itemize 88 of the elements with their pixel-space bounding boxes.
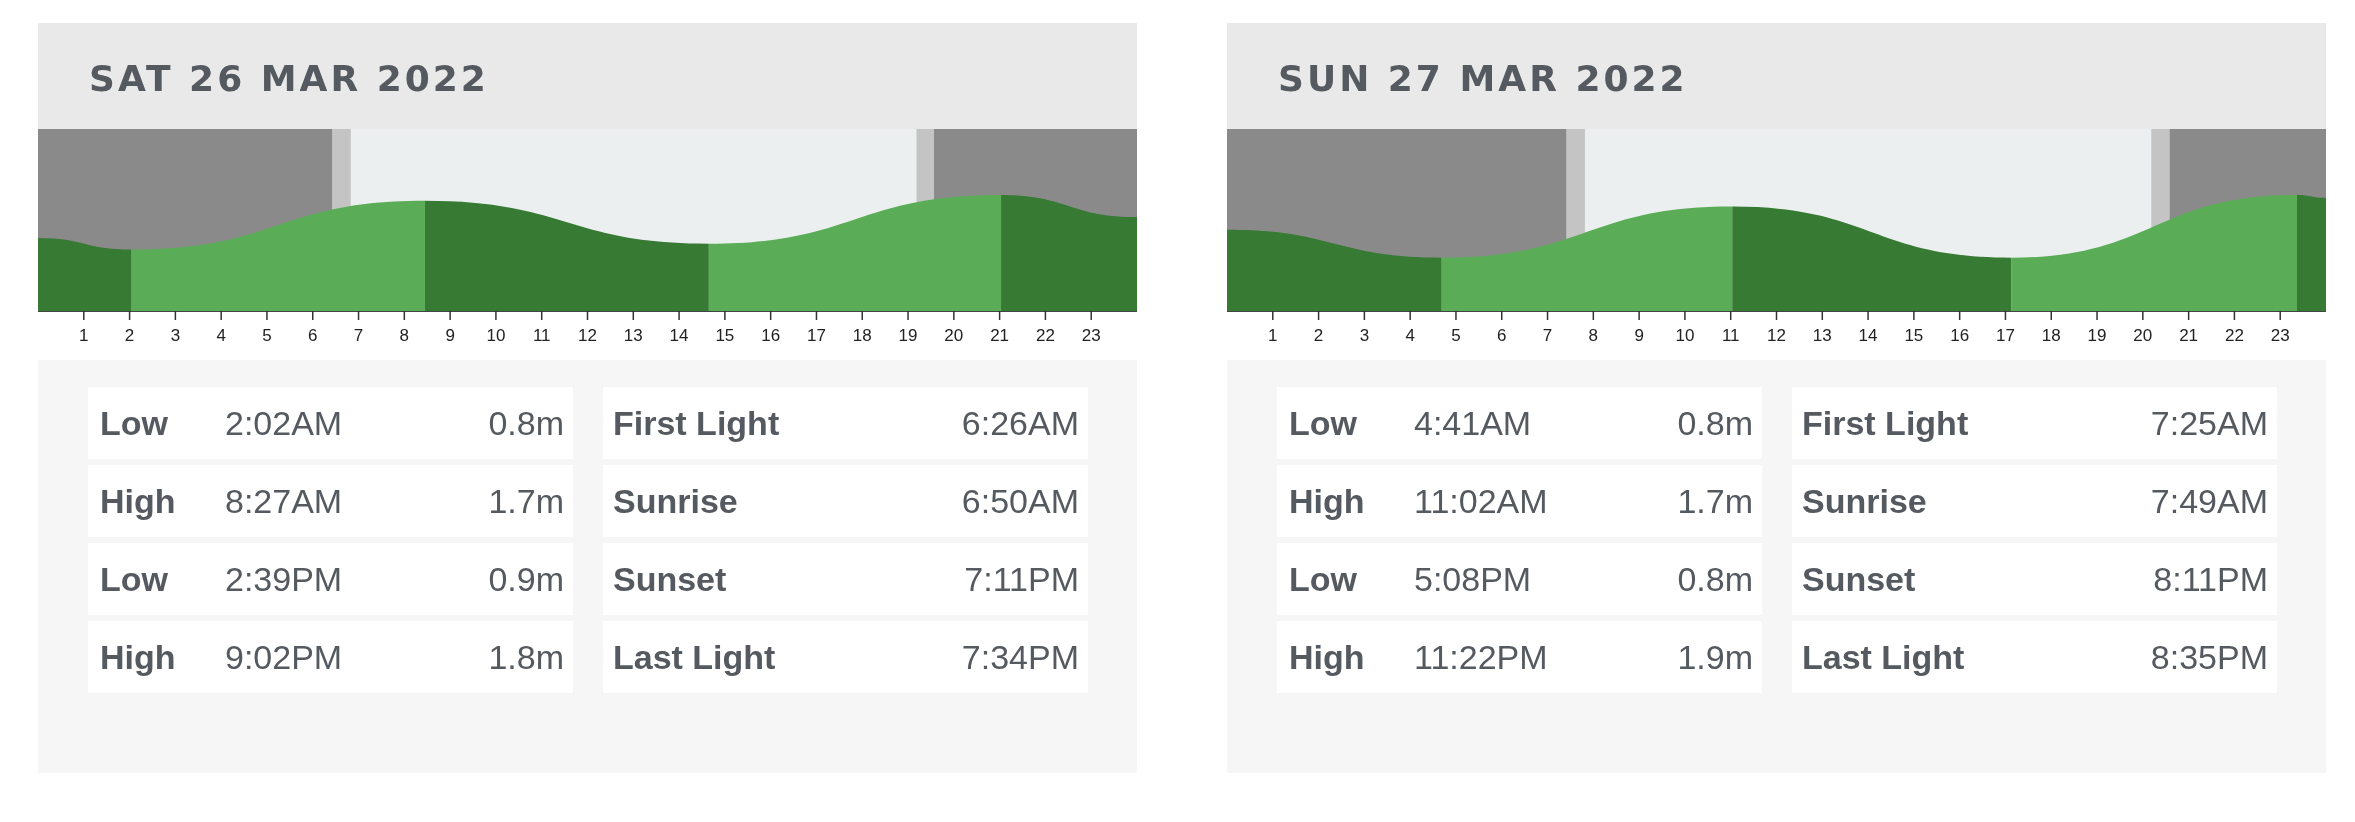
x-tick-label: 12 bbox=[578, 326, 597, 345]
text: First Light bbox=[613, 404, 780, 442]
x-tick-label: 15 bbox=[1904, 326, 1924, 345]
x-tick-label: 2 bbox=[1313, 326, 1324, 345]
x-tick-label: 22 bbox=[2224, 326, 2244, 345]
text: Sunrise bbox=[613, 482, 738, 520]
text: 7:25AM bbox=[2150, 404, 2268, 442]
text: 11:02AM bbox=[1414, 482, 1548, 520]
x-tick-label: 17 bbox=[1996, 326, 2015, 345]
text: Low bbox=[1289, 404, 1358, 442]
text: 0.8m bbox=[1677, 404, 1753, 442]
x-tick-label: 22 bbox=[1035, 326, 1055, 345]
x-tick-label: 19 bbox=[2087, 326, 2107, 345]
text: Low bbox=[100, 560, 169, 598]
text: 7:34PM bbox=[961, 638, 1079, 676]
x-tick-label: 15 bbox=[715, 326, 735, 345]
text: 1.8m bbox=[488, 638, 564, 676]
x-tick-label: 11 bbox=[1721, 326, 1740, 345]
x-tick-label: 23 bbox=[2270, 326, 2290, 345]
text: 8:35PM bbox=[2150, 638, 2268, 676]
text: 7:11PM bbox=[964, 560, 1079, 598]
x-tick-label: 23 bbox=[1081, 326, 1101, 345]
x-tick-label: 8 bbox=[1588, 326, 1599, 345]
text: 2:39PM bbox=[225, 560, 343, 598]
x-tick-label: 18 bbox=[852, 326, 872, 345]
x-tick-label: 1 bbox=[1268, 326, 1278, 345]
text: 0.8m bbox=[488, 404, 564, 442]
text: 9:02PM bbox=[225, 638, 343, 676]
text: 6:50AM bbox=[961, 482, 1079, 520]
x-tick-label: 6 bbox=[308, 326, 318, 345]
x-tick-label: 14 bbox=[669, 326, 689, 345]
x-tick-label: 17 bbox=[807, 326, 826, 345]
text: Last Light bbox=[1802, 638, 1965, 676]
x-tick-label: 7 bbox=[353, 326, 364, 345]
x-tick-label: 2 bbox=[124, 326, 135, 345]
x-tick-label: 12 bbox=[1767, 326, 1786, 345]
x-tick-label: 3 bbox=[170, 326, 181, 345]
x-tick-label: 20 bbox=[944, 326, 964, 345]
x-tick-label: 16 bbox=[1950, 326, 1970, 345]
text: 6:26AM bbox=[961, 404, 1079, 442]
x-tick-label: 10 bbox=[1675, 326, 1695, 345]
chart-title: SUN 27 MAR 2022 bbox=[1278, 58, 1688, 99]
text: 2:02AM bbox=[225, 404, 343, 442]
x-tick-label: 18 bbox=[2041, 326, 2061, 345]
text: 8:11PM bbox=[2153, 560, 2268, 598]
x-tick-label: 21 bbox=[990, 326, 1010, 345]
x-tick-label: 19 bbox=[898, 326, 918, 345]
text: High bbox=[1289, 638, 1365, 676]
text: 8:27AM bbox=[225, 482, 343, 520]
x-tick-label: 9 bbox=[445, 326, 455, 345]
text: 4:41AM bbox=[1414, 404, 1532, 442]
x-tick-label: 16 bbox=[761, 326, 781, 345]
x-tick-label: 4 bbox=[1405, 326, 1415, 345]
text: Low bbox=[100, 404, 169, 442]
text: 7:49AM bbox=[2150, 482, 2268, 520]
text: 0.9m bbox=[488, 560, 564, 598]
x-tick-label: 5 bbox=[1451, 326, 1461, 345]
text: Low bbox=[1289, 560, 1358, 598]
x-tick-label: 3 bbox=[1359, 326, 1370, 345]
x-tick-label: 13 bbox=[1812, 326, 1832, 345]
text: 1.7m bbox=[1677, 482, 1753, 520]
x-tick-label: 14 bbox=[1858, 326, 1878, 345]
x-tick-label: 5 bbox=[262, 326, 272, 345]
x-tick-label: 20 bbox=[2133, 326, 2153, 345]
x-tick-label: 11 bbox=[532, 326, 551, 345]
text: Sunset bbox=[1802, 560, 1916, 598]
x-tick-label: 13 bbox=[623, 326, 643, 345]
x-tick-label: 8 bbox=[399, 326, 410, 345]
text: Sunset bbox=[613, 560, 727, 598]
text: High bbox=[100, 482, 176, 520]
text: 1.7m bbox=[488, 482, 564, 520]
chart-title: SAT 26 MAR 2022 bbox=[89, 58, 489, 99]
x-tick-label: 4 bbox=[216, 326, 226, 345]
text: 1.9m bbox=[1677, 638, 1753, 676]
text: Last Light bbox=[613, 638, 776, 676]
text: 11:22PM bbox=[1414, 638, 1548, 676]
x-tick-label: 10 bbox=[486, 326, 506, 345]
text: 5:08PM bbox=[1414, 560, 1532, 598]
x-tick-label: 21 bbox=[2179, 326, 2199, 345]
text: First Light bbox=[1802, 404, 1969, 442]
text: Sunrise bbox=[1802, 482, 1927, 520]
x-tick-label: 9 bbox=[1634, 326, 1644, 345]
x-tick-label: 1 bbox=[79, 326, 89, 345]
text: High bbox=[1289, 482, 1365, 520]
text: 0.8m bbox=[1677, 560, 1753, 598]
x-tick-label: 6 bbox=[1497, 326, 1507, 345]
x-tick-label: 7 bbox=[1542, 326, 1553, 345]
text: High bbox=[100, 638, 176, 676]
